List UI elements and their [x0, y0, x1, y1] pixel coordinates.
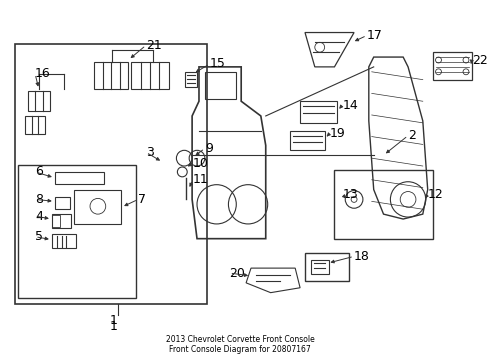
Bar — [28, 91, 50, 111]
Text: 7: 7 — [138, 193, 146, 206]
Bar — [16, 44, 206, 305]
Bar — [310, 260, 328, 274]
Bar — [300, 101, 337, 123]
Text: 1: 1 — [109, 320, 117, 333]
Text: 20: 20 — [229, 266, 245, 279]
Text: 9: 9 — [204, 142, 212, 155]
Text: 3: 3 — [146, 146, 154, 159]
Bar — [55, 197, 70, 209]
Bar — [74, 190, 121, 224]
Text: 10: 10 — [193, 157, 208, 170]
Text: 21: 21 — [146, 39, 162, 52]
Bar — [25, 116, 45, 134]
Bar — [305, 253, 348, 281]
Bar — [290, 131, 324, 150]
Text: 2013 Chevrolet Corvette Front Console
Front Console Diagram for 20807167: 2013 Chevrolet Corvette Front Console Fr… — [165, 335, 314, 354]
Text: 13: 13 — [342, 188, 357, 201]
Text: 19: 19 — [329, 127, 345, 140]
Text: 16: 16 — [35, 67, 51, 80]
Text: 22: 22 — [471, 54, 487, 67]
Bar — [185, 72, 197, 86]
Bar — [52, 215, 60, 227]
Text: 4: 4 — [35, 210, 43, 222]
Text: 17: 17 — [366, 29, 382, 42]
Text: 8: 8 — [35, 193, 43, 206]
Bar — [52, 214, 71, 228]
Text: 5: 5 — [35, 230, 43, 243]
Bar — [55, 172, 103, 184]
Text: 2: 2 — [407, 129, 415, 142]
Bar — [432, 52, 471, 80]
Text: 14: 14 — [342, 99, 357, 112]
Bar — [131, 62, 168, 90]
Text: 1: 1 — [109, 314, 117, 327]
Text: 18: 18 — [353, 250, 369, 263]
Text: 6: 6 — [35, 165, 43, 179]
Bar — [52, 234, 76, 248]
Text: 12: 12 — [427, 188, 443, 201]
Bar — [334, 170, 432, 239]
Text: 15: 15 — [209, 58, 225, 71]
Bar — [19, 165, 136, 298]
Bar — [94, 62, 128, 90]
Text: 11: 11 — [193, 173, 208, 186]
